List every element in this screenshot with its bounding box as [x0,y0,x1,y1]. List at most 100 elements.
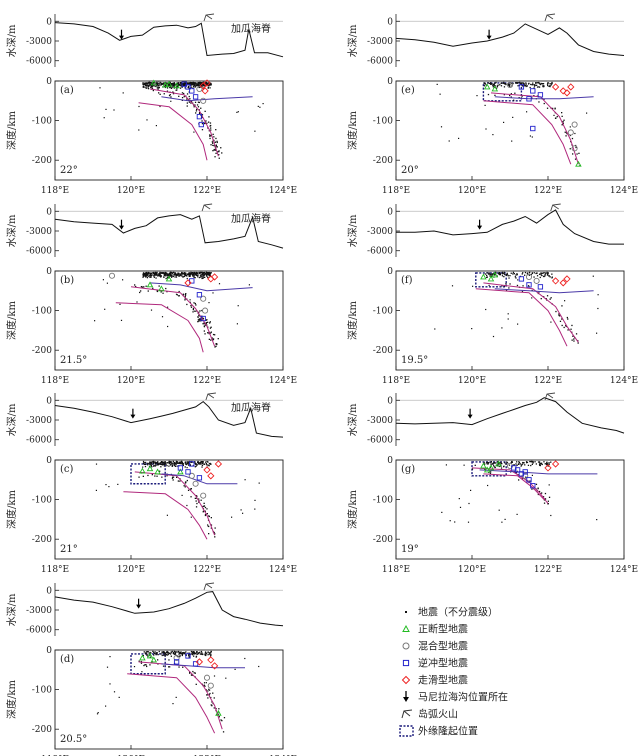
earthquake-point [159,271,161,274]
mixed-fault-marker [200,295,207,302]
earthquake-point [202,510,205,512]
earthquake-point [207,697,209,699]
earthquake-point [211,337,213,339]
earthquake-point [181,494,183,496]
earthquake-point [197,106,200,108]
earthquake-point [193,272,195,274]
earthquake-point [193,672,195,674]
earthquake-point [208,533,210,535]
earthquake-point [145,276,147,278]
earthquake-point [161,462,163,464]
earthquake-point [531,488,533,490]
earthquake-point [488,471,490,474]
earthquake-point [147,655,149,657]
earthquake-point [500,463,502,465]
earthquake-point [213,697,215,699]
bathymetry-profile-line [54,214,284,249]
earthquake-point [193,86,195,88]
earthquake-point [190,488,192,490]
earthquake-point [190,516,192,518]
earthquake-point [148,275,150,277]
earthquake-point [203,273,205,275]
panel-label: (d) [60,654,74,665]
earthquake-point [192,652,194,654]
earthquake-point [198,82,200,84]
earthquake-point [208,694,210,696]
earthquake-point [484,468,486,471]
earthquake-point [166,273,168,275]
earthquake-point [193,275,195,277]
earthquake-point [486,274,488,276]
earthquake-point [199,112,201,114]
thrust-fault-marker [530,125,536,132]
slab-lower-line [483,473,545,500]
earthquake-point [509,84,511,86]
earthquake-point [511,460,513,463]
earthquake-point [144,664,146,666]
earthquake-point [207,654,209,656]
earthquake-point [183,272,185,274]
earthquake-point [207,524,209,526]
normal-fault-marker [487,464,495,471]
earthquake-point [254,499,256,501]
earthquake-point [541,463,543,466]
earthquake-point [160,466,162,468]
earthquake-point [189,299,191,301]
earthquake-point [517,82,519,84]
panel-label: (a) [60,85,74,96]
earthquake-point [188,82,191,84]
normal-fault-marker [154,468,161,475]
earthquake-point [152,650,154,653]
earthquake-point [181,654,183,657]
earthquake-point [541,83,543,85]
earthquake-point [163,463,166,466]
earthquake-point [515,274,517,276]
earthquake-point [198,462,200,464]
earthquake-point [182,463,185,465]
earthquake-point [494,82,496,84]
earthquake-point [550,514,552,517]
bathymetry-tick-label: -3000 [26,416,52,426]
normal-fault-marker [165,275,173,282]
depth-plot: 0-100-200深度/km118°E120°E122°E124°E(d)20.… [5,646,297,756]
legend-volcano-icon [401,709,413,719]
earthquake-point [167,306,169,308]
legend-item-trench: 马尼拉海沟位置所在 [403,691,508,704]
earthquake-point [146,272,148,274]
earthquake-point [521,463,524,465]
earthquake-point [162,272,165,274]
earthquake-point [150,274,152,277]
earthquake-point [185,651,187,653]
x-tick-label: 118°E [41,565,69,575]
earthquake-point [193,655,195,657]
earthquake-point [494,94,496,96]
earthquake-point [193,82,195,84]
earthquake-point [147,275,150,277]
earthquake-point [551,277,553,279]
earthquake-point [208,273,210,275]
earthquake-point [183,82,185,84]
strike-slip-marker [207,472,215,480]
earthquake-point [196,464,198,466]
earthquake-point [485,308,487,311]
earthquake-point [170,87,173,89]
slab-upper-line [490,92,579,165]
earthquake-point [145,86,147,89]
earthquake-point [210,517,212,519]
thrust-fault-marker [518,276,525,282]
earthquake-point [522,82,524,84]
earthquake-point [190,272,192,274]
earthquake-point [143,664,145,667]
volcano-icon [544,13,556,22]
earthquake-point [165,654,167,656]
earthquake-point [549,85,551,88]
earthquake-point [196,495,198,497]
earthquake-point [178,290,180,293]
legend-strike-slip-icon [401,675,411,685]
earthquake-point [176,651,178,653]
legend-normal-fault-icon [402,624,410,632]
earthquake-point [525,476,527,478]
earthquake-point [523,462,525,464]
earthquake-point [190,496,192,498]
earthquake-point [148,85,150,87]
